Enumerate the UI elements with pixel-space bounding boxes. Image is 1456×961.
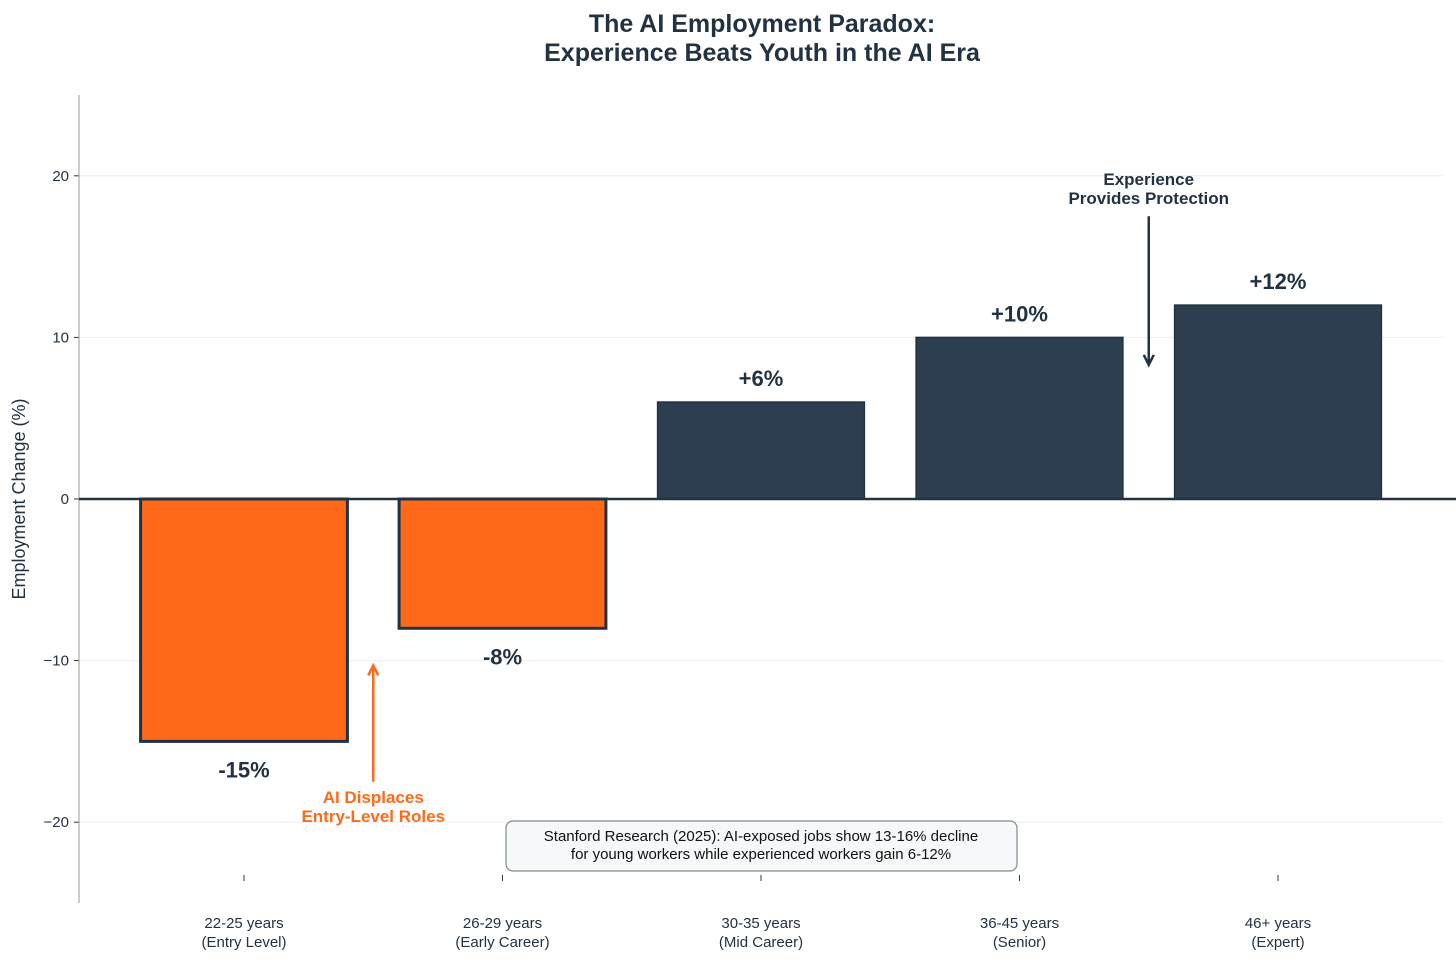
data-label: +6% xyxy=(739,366,784,391)
y-tick-label: −10 xyxy=(44,653,69,670)
x-tick-label: (Entry Level) xyxy=(201,934,286,951)
x-tick-label: (Expert) xyxy=(1251,934,1304,951)
x-tick-label: 36-45 years xyxy=(980,915,1059,932)
data-label: -8% xyxy=(483,644,522,669)
bar xyxy=(1173,304,1383,500)
annotation-text: Experience xyxy=(1103,170,1194,189)
arrow-head-icon xyxy=(367,662,380,677)
data-label: +10% xyxy=(991,301,1048,326)
x-tick-label: 26-29 years xyxy=(463,915,542,932)
data-label: +12% xyxy=(1250,269,1307,294)
annotation-text: Provides Protection xyxy=(1068,189,1229,208)
annotation-text: AI Displaces xyxy=(323,788,424,807)
research-note-text: Stanford Research (2025): AI-exposed job… xyxy=(544,828,978,845)
bar xyxy=(139,497,349,743)
research-note-text: for young workers while experienced work… xyxy=(571,846,951,863)
x-tick-label: (Senior) xyxy=(993,934,1046,951)
data-label: -15% xyxy=(218,757,269,782)
bar xyxy=(397,497,608,630)
chart-title-line-1: The AI Employment Paradox: xyxy=(589,10,935,38)
y-tick-label: −20 xyxy=(44,814,69,831)
arrow-head-icon xyxy=(1142,354,1155,368)
bar xyxy=(915,336,1124,500)
annotation-text: Entry-Level Roles xyxy=(301,807,445,826)
x-tick-label: 46+ years xyxy=(1245,915,1311,932)
bar xyxy=(656,401,866,500)
chart-title-line-2: Experience Beats Youth in the AI Era xyxy=(544,39,981,67)
y-tick-label: 0 xyxy=(61,491,69,508)
y-axis-label: Employment Change (%) xyxy=(9,398,29,599)
y-tick-label: 10 xyxy=(52,329,69,346)
x-tick-label: 30-35 years xyxy=(721,915,800,932)
y-tick-label: 20 xyxy=(52,168,69,185)
x-tick-label: (Mid Career) xyxy=(719,934,803,951)
x-tick-label: (Early Career) xyxy=(455,934,549,951)
x-tick-label: 22-25 years xyxy=(204,915,283,932)
research-note-box xyxy=(505,820,1018,872)
